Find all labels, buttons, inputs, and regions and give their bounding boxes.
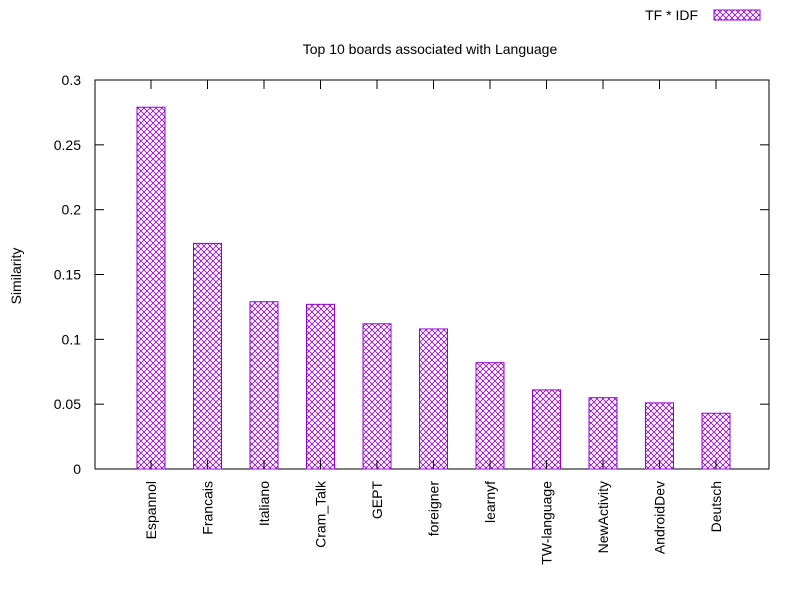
y-tick-label: 0.1: [62, 331, 82, 347]
legend: TF * IDF: [645, 7, 761, 23]
x-tick-label: learnyf: [482, 481, 498, 523]
bar-newactivity: [588, 397, 618, 470]
y-axis: 0 0.05 0.1 0.15 0.2 0.25 0.3: [54, 72, 769, 477]
bars: [136, 106, 731, 470]
chart-title: Top 10 boards associated with Language: [303, 41, 558, 57]
bar-tw-language: [532, 389, 561, 470]
bar-foreigner: [419, 328, 448, 470]
x-tick-label: foreigner: [426, 481, 442, 537]
legend-label: TF * IDF: [645, 7, 698, 23]
y-tick-label: 0.15: [54, 267, 81, 283]
x-tick-label: AndroidDev: [652, 481, 668, 554]
bar-francais: [193, 242, 222, 470]
bar-cram_talk: [306, 303, 335, 470]
x-tick-label: Cram_Talk: [313, 480, 329, 548]
y-tick-label: 0.25: [54, 137, 81, 153]
y-tick-label: 0: [73, 461, 81, 477]
bar-espannol: [136, 106, 166, 470]
y-tick-label: 0.2: [62, 202, 82, 218]
bar-italiano: [249, 301, 279, 470]
x-tick-label: NewActivity: [595, 481, 611, 553]
bar-androiddev: [645, 402, 674, 470]
bar-deutsch: [701, 412, 731, 470]
bar-learnyf: [475, 362, 505, 470]
legend-swatch: [713, 9, 761, 21]
y-tick-label: 0.3: [62, 72, 82, 88]
x-tick-label: Francais: [200, 481, 216, 535]
bar-gept: [362, 323, 392, 470]
x-tick-label: Espannol: [143, 481, 159, 539]
y-axis-label: Similarity: [8, 248, 24, 305]
y-tick-label: 0.05: [54, 396, 81, 412]
x-tick-label: GEPT: [369, 481, 385, 520]
x-tick-label: Italiano: [256, 481, 272, 526]
x-tick-label: Deutsch: [708, 481, 724, 532]
x-tick-label: TW-language: [539, 481, 555, 565]
x-axis: Espannol Francais Italiano Cram_Talk GEPT for…: [143, 80, 724, 565]
